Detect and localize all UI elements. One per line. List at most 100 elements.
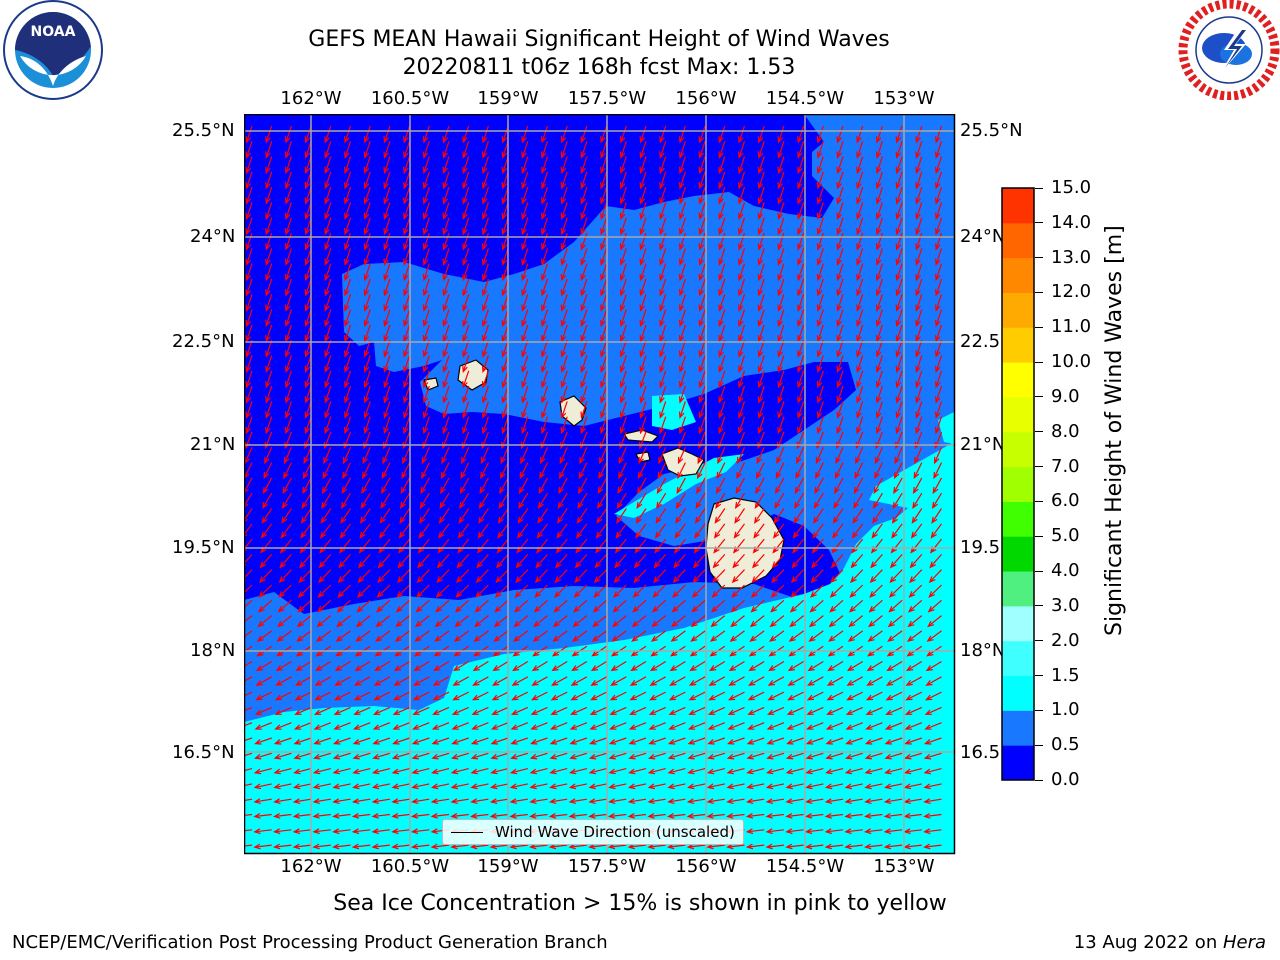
wave-direction-arrow	[806, 722, 824, 730]
wave-direction-arrow	[580, 294, 588, 312]
wave-direction-arrow	[263, 462, 273, 480]
wave-direction-arrow	[816, 187, 824, 205]
wave-direction-arrow	[875, 263, 883, 282]
wave-direction-arrow	[864, 752, 883, 760]
wave-direction-arrow	[718, 171, 726, 190]
wave-direction-arrow	[478, 492, 489, 509]
wave-direction-arrow	[738, 217, 746, 236]
wave-direction-arrow	[895, 416, 903, 435]
wave-direction-arrow	[450, 783, 469, 790]
wave-direction-arrow	[908, 584, 923, 598]
wave-direction-arrow	[462, 125, 470, 144]
wave-direction-arrow	[785, 843, 804, 850]
wave-direction-arrow	[814, 477, 824, 495]
wave-direction-arrow	[836, 309, 844, 328]
wave-direction-arrow	[589, 722, 607, 730]
wave-direction-arrow	[541, 340, 549, 358]
wave-direction-arrow	[785, 752, 804, 760]
wave-direction-arrow	[560, 309, 568, 328]
wave-direction-arrow	[416, 569, 430, 584]
wave-direction-arrow	[698, 232, 706, 251]
wave-direction-arrow	[411, 783, 430, 790]
wave-direction-arrow	[930, 523, 942, 539]
wave-direction-arrow	[745, 812, 765, 819]
wave-direction-arrow	[745, 828, 765, 835]
wave-direction-arrow	[490, 737, 509, 745]
wave-direction-arrow	[439, 492, 450, 509]
colorbar-tick-mark	[1035, 744, 1043, 746]
wave-direction-arrow	[777, 232, 785, 251]
wave-direction-arrow	[573, 599, 588, 613]
wave-direction-arrow	[440, 477, 450, 495]
wave-direction-arrow	[816, 340, 824, 358]
wave-direction-arrow	[383, 125, 391, 144]
colorbar-band	[1002, 571, 1034, 607]
wave-direction-arrow	[695, 492, 706, 509]
wave-direction-arrow	[884, 768, 903, 775]
wave-direction-arrow	[600, 248, 608, 266]
wave-direction-arrow	[653, 554, 667, 569]
wave-direction-arrow	[312, 798, 331, 804]
colorbar-tick-label: 14.0	[1051, 211, 1092, 233]
wave-direction-arrow	[678, 156, 686, 175]
wave-direction-arrow	[244, 737, 253, 742]
wave-direction-arrow	[895, 156, 903, 175]
wave-direction-arrow	[636, 492, 647, 509]
colorbar-tick-label: 6.0	[1051, 490, 1080, 512]
wave-direction-arrow	[265, 370, 273, 389]
wave-direction-arrow	[816, 278, 824, 297]
wave-direction-arrow	[935, 309, 943, 328]
wave-direction-arrow	[314, 691, 332, 701]
wave-direction-arrow	[521, 278, 529, 297]
lon-label-top: 157.5°W	[567, 88, 647, 109]
wave-direction-arrow	[816, 202, 824, 221]
wave-direction-arrow	[332, 768, 351, 775]
wave-direction-arrow	[332, 812, 351, 819]
wave-direction-arrow	[462, 294, 470, 312]
wave-direction-arrow	[678, 309, 686, 328]
wave-direction-arrow	[895, 401, 903, 419]
wave-direction-arrow	[265, 324, 273, 343]
wave-direction-arrow	[619, 340, 627, 358]
wave-direction-arrow	[856, 401, 864, 419]
wave-direction-arrow	[580, 385, 588, 404]
wave-direction-arrow	[856, 248, 864, 266]
wave-direction-arrow	[727, 722, 745, 730]
wave-direction-arrow	[403, 141, 411, 159]
wave-direction-arrow	[548, 843, 568, 850]
wave-direction-arrow	[363, 355, 371, 374]
wave-direction-arrow	[257, 615, 273, 628]
wave-direction-arrow	[659, 125, 667, 144]
wave-direction-arrow	[639, 141, 647, 159]
wave-direction-arrow	[580, 355, 588, 374]
wave-direction-arrow	[560, 171, 568, 190]
wave-direction-arrow	[654, 523, 667, 539]
wave-direction-arrow	[300, 523, 312, 539]
wave-direction-arrow	[253, 828, 272, 835]
wave-direction-arrow	[910, 523, 923, 539]
wave-direction-arrow	[647, 783, 666, 790]
wave-direction-arrow	[712, 554, 726, 569]
wave-direction-arrow	[872, 492, 883, 509]
wave-direction-arrow	[923, 768, 942, 775]
wave-direction-arrow	[773, 508, 785, 524]
wave-direction-arrow	[304, 217, 312, 236]
wave-direction-arrow	[580, 232, 588, 251]
wave-direction-arrow	[835, 447, 844, 465]
wave-direction-arrow	[678, 171, 686, 190]
wave-direction-arrow	[253, 783, 272, 790]
wave-direction-arrow	[885, 676, 903, 686]
wave-direction-arrow	[481, 187, 489, 205]
wave-direction-arrow	[352, 768, 371, 775]
wave-direction-arrow	[501, 217, 509, 236]
wave-direction-arrow	[648, 737, 666, 745]
wave-direction-arrow	[777, 278, 785, 297]
colorbar-band	[1002, 327, 1034, 363]
wave-direction-arrow	[865, 691, 883, 701]
wave-direction-arrow	[895, 340, 903, 358]
wave-direction-arrow	[255, 660, 273, 672]
wave-direction-arrow	[647, 798, 666, 804]
wave-direction-arrow	[670, 630, 686, 642]
wave-direction-arrow	[394, 630, 410, 642]
wave-direction-arrow	[718, 324, 726, 343]
